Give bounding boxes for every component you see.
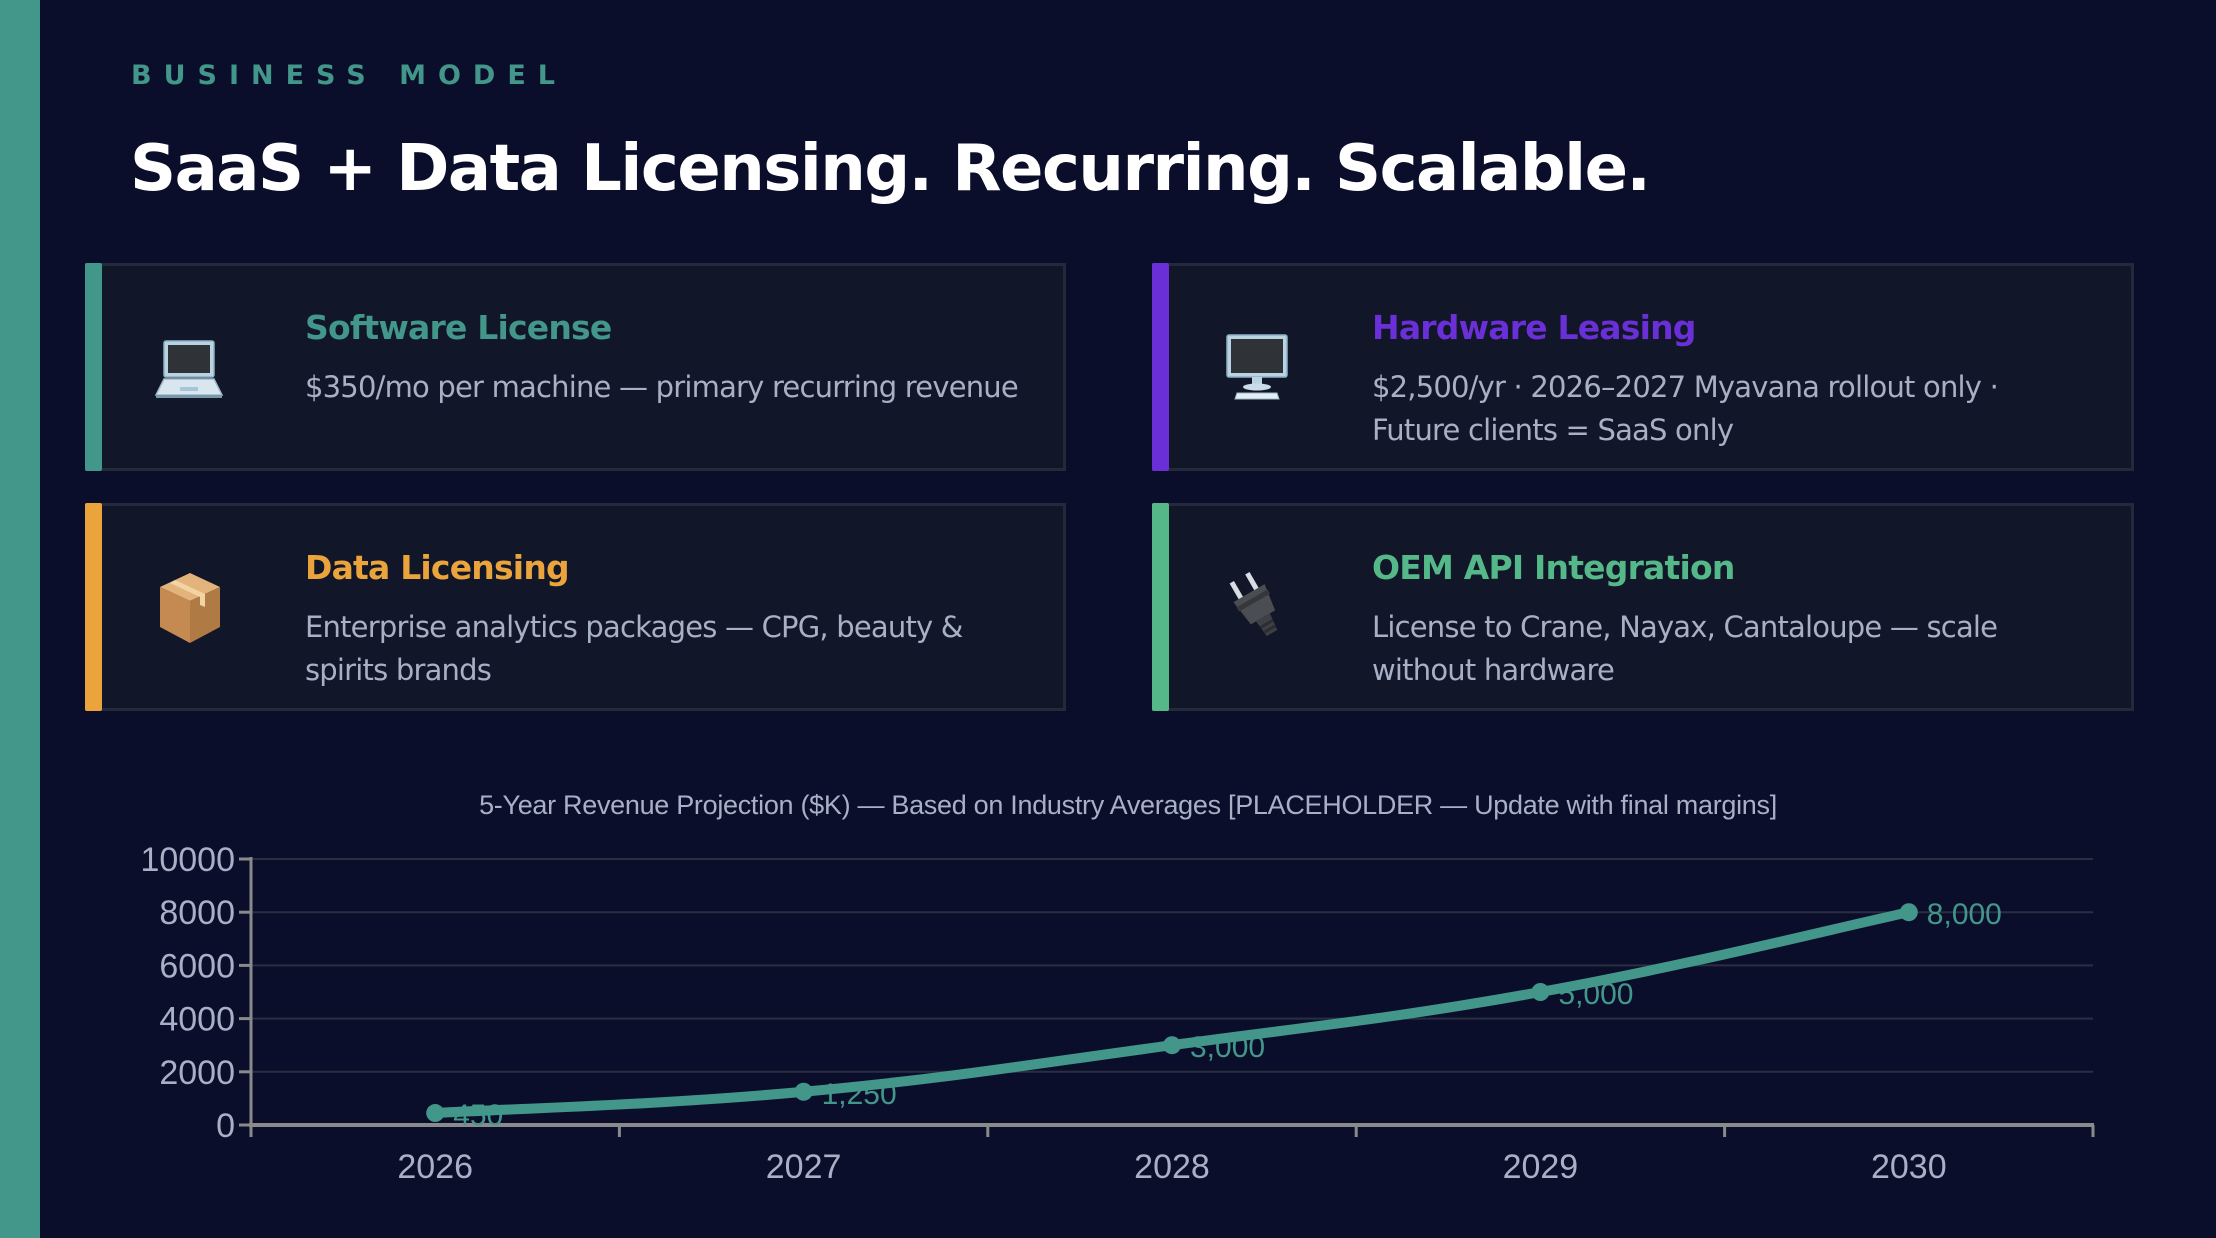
x-tick-label: 2027 <box>766 1148 842 1186</box>
x-tick-label: 2026 <box>397 1148 473 1186</box>
chart-axes: 0 2000 4000 6000 8000 10000 2026 2027 2028 2029 20… <box>140 841 2095 1186</box>
y-tick-label: 10000 <box>140 841 235 879</box>
card-accent-bar <box>85 503 102 711</box>
card-accent-bar <box>1152 503 1169 711</box>
card-accent-bar <box>85 263 102 471</box>
side-accent-bar <box>0 0 40 1238</box>
y-tick-label: 6000 <box>159 947 235 985</box>
data-point <box>1899 903 1918 922</box>
chart-data-labels: 450 1,250 3,000 5,000 8,000 <box>453 898 2002 1132</box>
data-label: 3,000 <box>1190 1031 1265 1064</box>
card-title: Hardware Leasing <box>1372 308 1696 347</box>
card-title: OEM API Integration <box>1372 548 1735 587</box>
card-description: License to Crane, Nayax, Cantaloupe — sc… <box>1372 610 1998 687</box>
desktop-computer-icon <box>1217 327 1297 407</box>
card-title: Data Licensing <box>305 548 570 587</box>
x-tick-label: 2028 <box>1134 1148 1210 1186</box>
card-title: Software License <box>305 308 612 347</box>
card-oem-api-integration: OEM API Integration License to Crane, Na… <box>1152 503 2134 711</box>
card-description: Enterprise analytics packages — CPG, bea… <box>305 610 963 687</box>
y-tick-label: 2000 <box>159 1054 235 1092</box>
card-accent-bar <box>1152 263 1169 471</box>
laptop-icon <box>150 327 230 407</box>
card-description: $2,500/yr · 2026–2027 Myavana rollout on… <box>1372 370 1999 447</box>
data-point <box>426 1104 445 1123</box>
card-description: $350/mo per machine — primary recurring … <box>305 370 1019 404</box>
data-label: 5,000 <box>1558 978 1633 1011</box>
page-title: SaaS + Data Licensing. Recurring. Scalab… <box>130 132 1651 206</box>
data-point <box>1163 1036 1181 1055</box>
electric-plug-icon <box>1217 567 1297 647</box>
data-point <box>1531 983 1550 1001</box>
chart-gridlines <box>251 858 2093 1073</box>
x-tick-label: 2029 <box>1503 1148 1579 1186</box>
y-tick-label: 0 <box>216 1107 235 1145</box>
card-hardware-leasing: Hardware Leasing $2,500/yr · 2026–2027 M… <box>1152 263 2134 471</box>
card-software-license: Software License $350/mo per machine — p… <box>85 263 1066 471</box>
data-label: 450 <box>453 1099 503 1132</box>
data-label: 1,250 <box>822 1078 897 1111</box>
chart-title: 5-Year Revenue Projection ($K) — Based o… <box>479 790 1777 820</box>
section-eyebrow: BUSINESS MODEL <box>131 60 567 91</box>
y-tick-label: 4000 <box>159 1001 235 1039</box>
data-label: 8,000 <box>1927 898 2002 931</box>
data-point <box>794 1082 813 1101</box>
chart-series <box>426 903 1918 1123</box>
card-data-licensing: Data Licensing Enterprise analytics pack… <box>85 503 1066 711</box>
package-box-icon <box>150 567 230 647</box>
series-line <box>430 907 1914 1119</box>
x-tick-label: 2030 <box>1871 1148 1947 1186</box>
y-tick-label: 8000 <box>159 894 235 932</box>
